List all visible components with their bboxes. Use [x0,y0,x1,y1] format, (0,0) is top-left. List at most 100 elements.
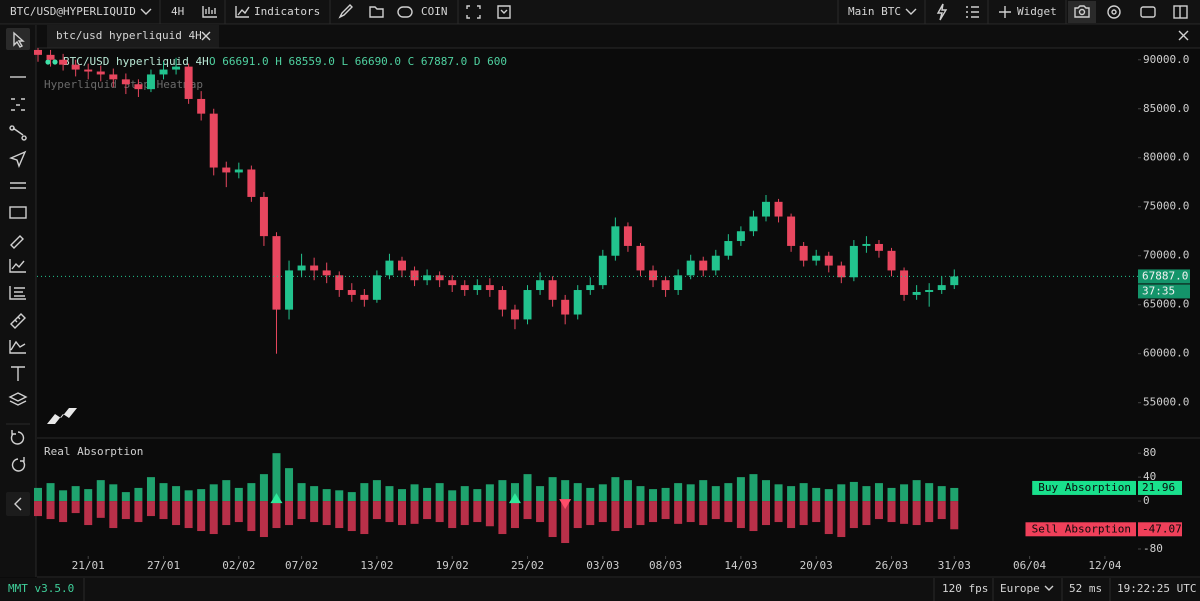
absorption-bar [385,486,394,502]
absorption-bar [259,501,268,538]
candle-body [297,265,306,271]
absorption-bar [34,487,42,502]
candle-body [71,64,80,70]
absorption-bar [849,501,858,529]
absorption-bar [96,480,105,502]
collapse-button[interactable] [14,497,22,511]
legend-dot [45,59,51,65]
candle-body [699,260,708,271]
absorption-bar [222,480,231,502]
cursor-tool[interactable] [13,31,25,48]
candle-body [448,280,457,286]
candle-body [736,231,745,242]
brush-tool[interactable] [10,235,24,249]
absorption-bar [774,484,783,502]
tab-title: btc/usd hyperliquid 4H [56,29,202,42]
candle-body [410,270,419,281]
arrow-tool[interactable] [9,150,27,168]
absorption-bar [247,501,256,532]
absorption-bar [272,501,281,529]
chart-type-icon[interactable] [202,6,217,18]
absorption-bar [912,480,921,502]
tool-highlight [6,28,30,50]
pattern-tool[interactable] [11,98,25,111]
candle-body [398,260,406,271]
absorption-bar [523,474,532,502]
absorption-bar [46,501,55,520]
x-tick-label: 21/01 [72,559,105,572]
candle-body [849,245,858,278]
x-tick-label: 19/02 [436,559,469,572]
x-tick-label: 12/04 [1088,559,1121,572]
candle-body [623,226,632,246]
buy-signal [270,493,283,504]
y-tick-label: 75000.0 [1143,200,1189,213]
redo-button[interactable] [11,457,26,472]
widget-button[interactable]: Widget [1017,5,1057,18]
absorption-bar [837,501,846,538]
symbol-selector[interactable]: BTC/USD@HYPERLIQUID [10,5,136,18]
chart-title: BTC/USD hyperliquid 4H [63,55,209,68]
candle-body [774,201,783,217]
candle-body [109,74,118,80]
folder-icon[interactable] [369,6,384,18]
coin-button[interactable]: COIN [421,5,448,18]
settings-icon[interactable] [1107,5,1121,19]
ruler-tool[interactable] [10,313,26,329]
candle-body [84,69,93,72]
absorption-bar [259,474,268,502]
absorption-bar [598,484,607,502]
pencil-icon[interactable] [338,4,353,19]
forecast-tool[interactable] [9,340,26,354]
interval-button[interactable]: 4H [171,5,184,18]
absorption-bar [360,501,369,535]
candle-body [523,290,532,320]
fib-tool[interactable] [9,286,26,300]
candle-body [586,285,595,291]
indicators-button[interactable]: Indicators [254,5,320,18]
candle-body [686,260,695,276]
undo-button[interactable] [10,430,25,445]
tab-close[interactable] [201,31,211,41]
absorption-bar [824,489,833,502]
parallel-tool[interactable] [10,182,26,189]
path-tool[interactable] [9,125,27,141]
layers-tool[interactable] [8,392,28,406]
candle-body [887,250,896,271]
value-label: -47.07 [1142,522,1182,535]
region-selector[interactable]: Europe [1000,582,1040,595]
candle-body [799,245,808,261]
absorption-bar [498,480,507,502]
dropdown-icon[interactable] [497,5,511,19]
absorption-bar [686,501,695,523]
fullscreen-icon[interactable] [466,5,481,19]
chart-tool[interactable] [9,259,26,273]
rect-tool[interactable] [9,206,27,219]
bot-icon[interactable] [1140,6,1156,18]
absorption-bar [234,501,243,523]
clock: 19:22:25 UTC [1117,582,1196,595]
absorption-bar [134,501,143,523]
list-icon[interactable] [966,6,979,18]
layout-selector[interactable]: Main BTC [848,5,901,18]
countdown-box [1138,284,1190,299]
candle-body [937,285,946,291]
text-tool[interactable] [11,366,25,381]
absorption-bar [347,492,356,502]
y-tick-label: 70000.0 [1143,249,1189,262]
absorption-bar [536,486,545,502]
absorption-bar [573,483,582,502]
candle-body [598,255,607,286]
bolt-icon[interactable] [936,3,948,21]
camera-icon[interactable] [1074,5,1090,18]
absorption-bar [159,483,168,502]
absorption-bar [887,501,896,523]
tab[interactable] [47,25,219,48]
indicators-icon [235,6,250,18]
candle-body [485,285,494,291]
candle-body [34,49,42,55]
panel-close[interactable] [1178,30,1189,41]
absorption-bar [937,486,946,502]
absorption-bar [799,501,808,526]
